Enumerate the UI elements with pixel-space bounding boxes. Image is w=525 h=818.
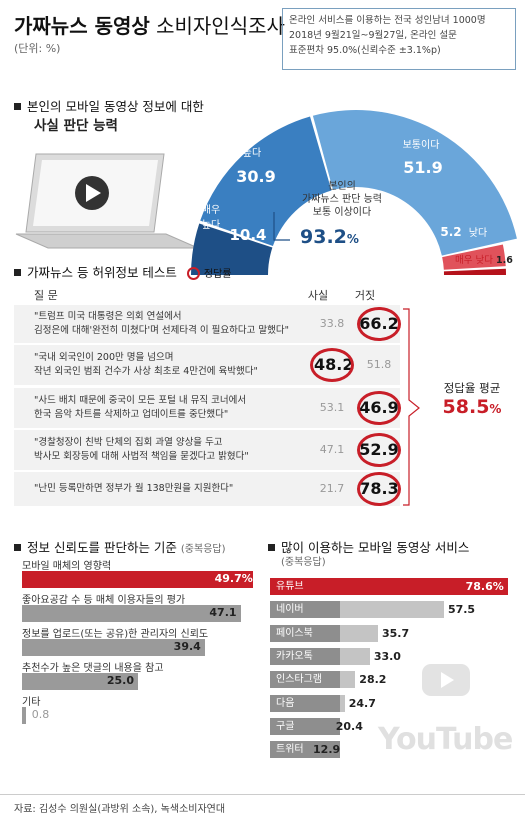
- bar: [22, 673, 138, 690]
- bullet-icon: [14, 103, 21, 110]
- section1-title: 본인의 모바일 동영상 정보에 대한: [14, 96, 204, 115]
- survey-line-3: 표준편차 95.0%(신뢰수준 ±3.1%p): [289, 45, 441, 56]
- donut-center-text: 본인의 가짜뉴스 판단 능력 보통 이상이다: [302, 181, 382, 218]
- criteria-title: 정보 신뢰도를 판단하는 기준 (중복응답): [14, 537, 226, 556]
- question-row: "트럼프 미국 대통령은 의회 연설에서 김정은에 대해'완전히 미쳤다'며 선제…: [14, 305, 401, 343]
- average-label: 정답율 평균: [443, 381, 501, 395]
- legend-label: 정답률: [203, 269, 232, 280]
- fact-value: 53.1: [319, 401, 345, 414]
- service-label: 다음: [270, 694, 340, 712]
- donut-segment: [200, 116, 332, 247]
- question-text: "난민 등록만하면 정부가 월 138만원을 지원한다": [34, 483, 234, 494]
- bar-label: 추천수가 높은 댓글의 내용을 참고: [22, 663, 164, 674]
- survey-line-1: 온라인 서비스를 이용하는 전국 성인남녀 1000명: [289, 15, 486, 26]
- donut-segment: [442, 244, 506, 270]
- bar-value: 39.4: [173, 640, 201, 653]
- source-note: 자료: 김성수 의원실(과방위 소속), 녹색소비자연대: [14, 804, 226, 815]
- bar-value: 49.7%: [214, 572, 253, 585]
- bar-value: 25.0: [106, 674, 134, 687]
- segment-label: 높다: [243, 147, 261, 159]
- bar-value: 0.8: [31, 708, 50, 721]
- segment-label: 매우: [202, 204, 220, 216]
- section1-subtitle: 사실 판단 능력: [34, 118, 118, 134]
- correct-answer-circle: [357, 391, 401, 425]
- donut-segment: [312, 110, 517, 256]
- footer-divider: [0, 794, 525, 795]
- question-row: "사드 배치 때문에 중국이 모든 포털 내 뮤직 코너에서 한국 음악 차트를 …: [14, 388, 401, 428]
- segment-label: 높다: [202, 219, 220, 231]
- service-label: 네이버: [270, 601, 340, 619]
- segment-label: 낮다: [469, 227, 487, 239]
- laptop-icon: [15, 153, 199, 249]
- bar-value: 57.5: [447, 603, 476, 617]
- bar-value: 35.7: [381, 626, 410, 640]
- youtube-watermark: YouTube: [378, 722, 513, 757]
- bar-value: 78.6%: [465, 580, 504, 593]
- bar: [22, 605, 241, 622]
- bar-value: 12.9: [313, 743, 341, 757]
- fact-value: 47.1: [319, 443, 345, 456]
- service-label: 구글: [270, 717, 340, 735]
- services-note: (중복응답): [281, 557, 326, 568]
- bar-label: 정보를 업로드(또는 공유)한 관리자의 신뢰도: [22, 629, 209, 640]
- question-row: "경찰청장이 친박 단체의 집회 과열 양상을 두고 박사모 회장등에 대해 사법…: [14, 430, 401, 470]
- correct-answer-circle: [357, 433, 401, 467]
- survey-line-2: 2018년 9월21일~9월27일, 온라인 설문: [289, 30, 457, 41]
- donut-segment: [443, 268, 506, 275]
- bar-value: 28.2: [359, 673, 387, 687]
- very-low-label: 매우 낮다 1.6: [455, 255, 513, 266]
- bar-value: 47.1: [209, 606, 237, 619]
- segment-value: 5.2: [440, 225, 461, 239]
- question-text: "국내 외국인이 200만 명을 넘으며 작년 외국인 범죄 건수가 사상 최초로…: [34, 352, 258, 377]
- bar: [22, 571, 253, 588]
- correct-answer-circle: [357, 472, 401, 506]
- fact-value: 33.8: [319, 317, 345, 330]
- average-value: 58.5%: [442, 396, 502, 418]
- question-row: "국내 외국인이 200만 명을 넘으며 작년 외국인 범죄 건수가 사상 최초로…: [14, 345, 400, 385]
- col-fake: 거짓: [354, 289, 376, 302]
- section2-title: 가짜뉴스 등 허위정보 테스트 정답률: [14, 262, 232, 281]
- segment-label: 보통이다: [403, 139, 440, 151]
- segment-value: 30.9: [236, 167, 275, 186]
- segment-value: 10.4: [229, 226, 266, 244]
- page-title: 가짜뉴스 동영상 소비자인식조사: [14, 14, 285, 38]
- legend-circle-icon: [186, 267, 200, 280]
- donut-center-value: 93.2%: [300, 226, 359, 248]
- survey-info-box: 온라인 서비스를 이용하는 전국 성인남녀 1000명 2018년 9월21일~…: [282, 8, 516, 70]
- correct-answer-circle: [357, 307, 401, 341]
- bar: [22, 707, 26, 724]
- bar-value: 33.0: [373, 649, 401, 663]
- bar-label: 모바일 매체의 영향력: [22, 561, 112, 572]
- question-row: "난민 등록만하면 정부가 월 138만원을 지원한다" 21.7 78.3: [14, 472, 401, 506]
- fact-value: 21.7: [319, 482, 345, 495]
- bar: [22, 639, 205, 656]
- col-fact: 사실: [307, 289, 329, 302]
- question-text: "트럼프 미국 대통령은 의회 연설에서 김정은에 대해'완전히 미쳤다'며 선제…: [34, 311, 289, 336]
- fake-value: 51.8: [366, 358, 392, 371]
- question-text: "경찰청장이 친박 단체의 집회 과열 양상을 두고 박사모 회장등에 대해 사법…: [34, 437, 249, 462]
- col-question: 질 문: [34, 289, 58, 302]
- bar-label: 좋아요공감 수 등 매체 이용자들의 평가: [22, 595, 186, 606]
- service-label: 트위터: [270, 741, 340, 759]
- segment-value: 51.9: [403, 158, 442, 177]
- average-bracket: [403, 308, 420, 506]
- services-title: 많이 이용하는 모바일 동영상 서비스: [268, 537, 469, 556]
- bar-value: 24.7: [348, 696, 376, 710]
- donut-segment: [191, 223, 273, 275]
- bar-label: 기타: [22, 697, 41, 708]
- service-label: 인스타그램: [270, 671, 340, 689]
- youtube-logo-icon: [422, 664, 470, 696]
- pointer-line: [273, 212, 290, 241]
- bar-value: 20.4: [335, 719, 363, 733]
- service-label: 카카오톡: [270, 647, 340, 665]
- service-label: 페이스북: [270, 624, 340, 642]
- question-text: "사드 배치 때문에 중국이 모든 포털 내 뮤직 코너에서 한국 음악 차트를 …: [34, 395, 247, 420]
- unit-label: (단위: %): [14, 42, 61, 55]
- correct-answer-circle: [310, 348, 354, 382]
- service-label: 유튜브: [270, 578, 508, 595]
